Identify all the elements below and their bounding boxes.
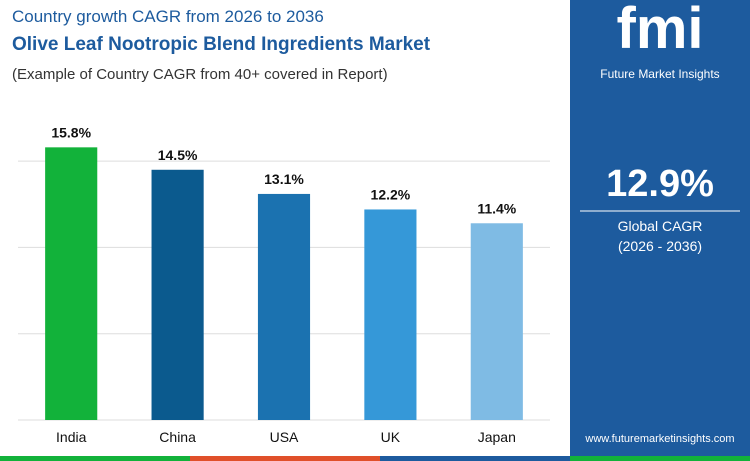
footer-strip (0, 456, 190, 461)
url: www.futuremarketinsights.com (584, 433, 734, 445)
value-label: 15.8% (51, 124, 91, 140)
bar (45, 147, 98, 420)
cagr-label: Global CAGR (618, 218, 703, 234)
footer-strip (570, 456, 750, 461)
bar (257, 193, 311, 420)
footer-strip (190, 456, 380, 461)
chart-title: Olive Leaf Nootropic Blend Ingredients M… (12, 34, 431, 55)
value-label: 14.5% (158, 147, 198, 163)
brand: Future Market Insights (600, 67, 719, 81)
bar (470, 223, 523, 420)
kicker: Country growth CAGR from 2026 to 2036 (12, 7, 324, 26)
sidebar-bg (570, 0, 750, 461)
cagr-period: (2026 - 2036) (618, 238, 702, 254)
chart-subtitle: (Example of Country CAGR from 40+ covere… (12, 66, 388, 83)
value-label: 11.4% (477, 200, 516, 216)
x-tick-label: India (56, 429, 87, 445)
x-tick-label: China (159, 429, 196, 445)
value-label: 12.2% (371, 186, 411, 202)
bar (151, 169, 204, 420)
footer-strip (380, 456, 570, 461)
logo: fmi (617, 0, 704, 61)
x-tick-label: USA (270, 429, 299, 445)
bar (364, 209, 417, 420)
value-label: 13.1% (264, 171, 304, 187)
x-tick-label: UK (381, 429, 401, 445)
global-cagr: 12.9% (606, 163, 714, 205)
x-tick-label: Japan (478, 429, 516, 445)
